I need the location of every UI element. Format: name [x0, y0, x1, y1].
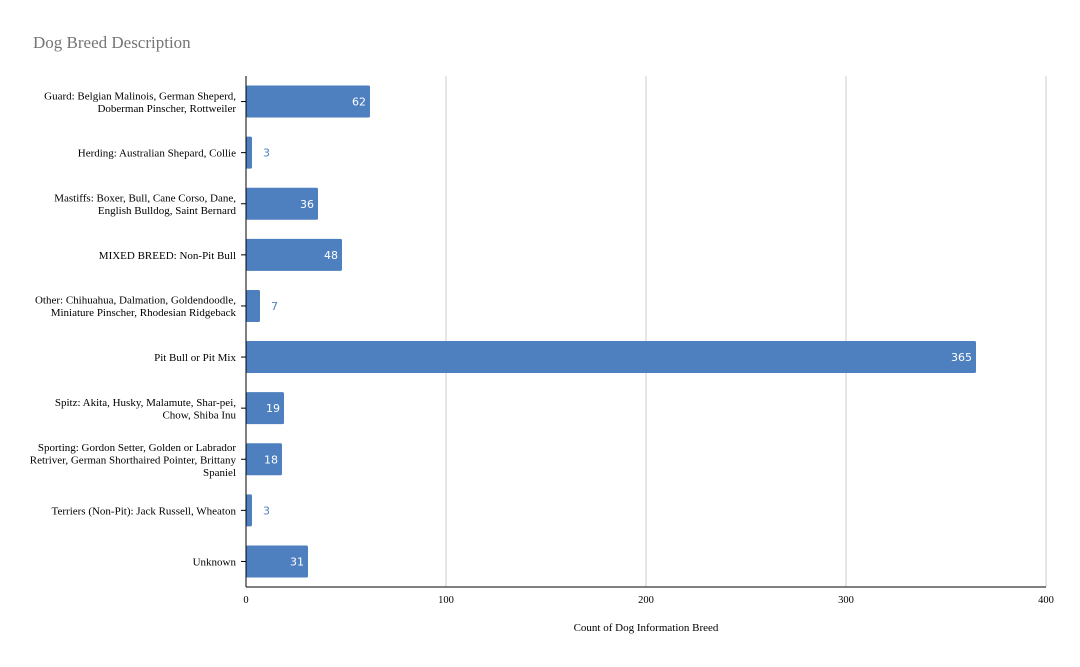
data-label-5: 365: [951, 351, 972, 364]
x-tick-label-400: 400: [1038, 595, 1054, 606]
data-label-6: 19: [266, 402, 280, 415]
gridlines: [446, 76, 1046, 587]
bars: 62 3 36 48 7 365 19 18 3 31: [246, 86, 976, 578]
x-tick-labels: 0 100 200 300 400: [243, 595, 1054, 606]
data-label-3: 48: [324, 249, 338, 262]
data-label-4: 7: [271, 300, 278, 313]
category-label-5: Pit Bull or Pit Mix: [154, 352, 236, 364]
data-label-1: 3: [263, 147, 270, 160]
data-label-0: 62: [352, 96, 366, 109]
category-label-8: Terriers (Non-Pit): Jack Russell, Wheato…: [52, 505, 237, 517]
data-label-8: 3: [263, 504, 270, 517]
category-label-7: Sporting: Gordon Setter, Golden or Labra…: [30, 442, 237, 479]
category-label-9: Unknown: [193, 556, 237, 568]
data-label-9: 31: [290, 555, 304, 568]
category-label-4: Other: Chihuahua, Dalmation, Goldendoodl…: [35, 295, 237, 320]
x-axis-title: Count of Dog Information Breed: [574, 622, 719, 634]
category-label-6: Spitz: Akita, Husky, Malamute, Shar-pei,…: [55, 397, 237, 422]
bar-8: [246, 494, 252, 526]
bar-5: [246, 341, 976, 373]
data-label-2: 36: [300, 198, 314, 211]
category-label-2: Mastiffs: Boxer, Bull, Cane Corso, Dane,…: [54, 193, 236, 218]
category-label-3: MIXED BREED: Non-Pit Bull: [99, 250, 236, 262]
x-tick-label-100: 100: [438, 595, 454, 606]
category-labels: Guard: Belgian Malinois, German Sheperd,…: [30, 90, 246, 568]
x-tick-label-200: 200: [638, 595, 654, 606]
bar-4: [246, 290, 260, 322]
bar-1: [246, 137, 252, 169]
category-label-1: Herding: Australian Shepard, Collie: [78, 148, 236, 160]
x-tick-label-300: 300: [838, 595, 854, 606]
category-label-0: Guard: Belgian Malinois, German Sheperd,…: [44, 90, 236, 115]
data-label-7: 18: [264, 453, 278, 466]
x-tick-label-0: 0: [243, 595, 248, 606]
